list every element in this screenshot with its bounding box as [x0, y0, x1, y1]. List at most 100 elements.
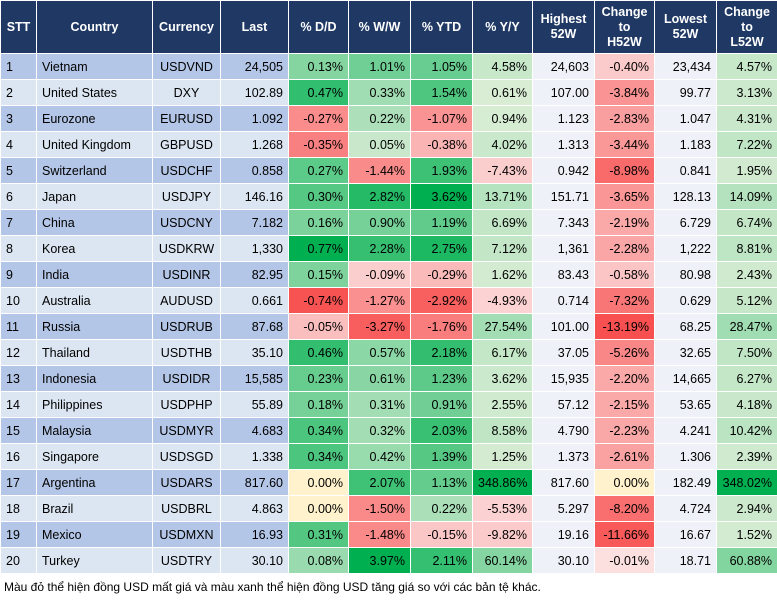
cell: 1.05%	[410, 53, 473, 80]
cell: 0.714	[532, 287, 595, 314]
cell: 2.07%	[348, 469, 411, 496]
cell: 2.28%	[348, 235, 411, 262]
cell: 7.22%	[716, 131, 777, 158]
column-header: Country	[36, 0, 153, 54]
cell: 83.43	[532, 261, 595, 288]
cell: 0.33%	[348, 79, 411, 106]
cell: 2.39%	[716, 443, 777, 470]
header-row: STT Country Currency Last% D/D% W/W% YTD% Y…	[0, 0, 777, 54]
cell: 0.91%	[410, 391, 473, 418]
cell: 6.74%	[716, 209, 777, 236]
cell: USDKRW	[152, 235, 221, 262]
cell: 4.02%	[472, 131, 533, 158]
cell: Philippines	[36, 391, 153, 418]
cell: USDTRY	[152, 547, 221, 574]
cell: 182.49	[654, 469, 717, 496]
cell: 0.61%	[472, 79, 533, 106]
cell: GBPUSD	[152, 131, 221, 158]
cell: 2.43%	[716, 261, 777, 288]
cell: -5.53%	[472, 495, 533, 522]
cell: 2.55%	[472, 391, 533, 418]
cell: 0.42%	[348, 443, 411, 470]
cell: 0.31%	[348, 391, 411, 418]
cell: 151.71	[532, 183, 595, 210]
cell: Mexico	[36, 521, 153, 548]
column-header: Last	[220, 0, 289, 54]
cell: 146.16	[220, 183, 289, 210]
column-header: STT	[0, 0, 37, 54]
row: 4 United Kingdom GBPUSD 1.268 -0.35% 0.05% -0.…	[0, 131, 777, 158]
cell: 5.12%	[716, 287, 777, 314]
cell: 0.858	[220, 157, 289, 184]
cell: Indonesia	[36, 365, 153, 392]
column-header: Highest 52W	[532, 0, 595, 54]
row: 8 Korea USDKRW 1,330 0.77% 2.28% 2.75% 7.12% 1,3…	[0, 235, 777, 262]
cell: 4.790	[532, 417, 595, 444]
cell: 1.313	[532, 131, 595, 158]
column-header: Change to H52W	[594, 0, 655, 54]
cell: 60.88%	[716, 547, 777, 574]
cell: 3.62%	[472, 365, 533, 392]
cell: -0.38%	[410, 131, 473, 158]
cell: USDARS	[152, 469, 221, 496]
cell: 16	[0, 443, 37, 470]
cell: 30.10	[220, 547, 289, 574]
cell: 1.092	[220, 105, 289, 132]
cell: Switzerland	[36, 157, 153, 184]
cell: USDMXN	[152, 521, 221, 548]
cell: 9	[0, 261, 37, 288]
row: 10 Australia AUDUSD 0.661 -0.74% -1.27% -2.92%…	[0, 287, 777, 314]
cell: Russia	[36, 313, 153, 340]
cell: 107.00	[532, 79, 595, 106]
cell: 13	[0, 365, 37, 392]
cell: 0.30%	[288, 183, 349, 210]
cell: -3.84%	[594, 79, 655, 106]
row: 9 India USDINR 82.95 0.15% -0.09% -0.29% 1.62% 8…	[0, 261, 777, 288]
column-header: % D/D	[288, 0, 349, 54]
cell: USDRUB	[152, 313, 221, 340]
cell: 1.54%	[410, 79, 473, 106]
column-header: % YTD	[410, 0, 473, 54]
row: 19 Mexico USDMXN 16.93 0.31% -1.48% -0.15% -9.8…	[0, 521, 777, 548]
cell: 80.98	[654, 261, 717, 288]
cell: 1.52%	[716, 521, 777, 548]
cell: Eurozone	[36, 105, 153, 132]
cell: 12	[0, 339, 37, 366]
cell: 1.93%	[410, 157, 473, 184]
cell: 20	[0, 547, 37, 574]
row: 20 Turkey USDTRY 30.10 0.08% 3.97% 2.11% 60.14%…	[0, 547, 777, 574]
row: 14 Philippines USDPHP 55.89 0.18% 0.31% 0.91% 2…	[0, 391, 777, 418]
cell: 0.942	[532, 157, 595, 184]
cell: USDCNY	[152, 209, 221, 236]
row: 7 China USDCNY 7.182 0.16% 0.90% 1.19% 6.69% 7.3…	[0, 209, 777, 236]
cell: Korea	[36, 235, 153, 262]
cell: 0.15%	[288, 261, 349, 288]
cell: 11	[0, 313, 37, 340]
cell: Argentina	[36, 469, 153, 496]
cell: 0.661	[220, 287, 289, 314]
cell: 60.14%	[472, 547, 533, 574]
cell: 10	[0, 287, 37, 314]
cell: 0.46%	[288, 339, 349, 366]
cell: 128.13	[654, 183, 717, 210]
cell: 15,585	[220, 365, 289, 392]
cell: 28.47%	[716, 313, 777, 340]
cell: -1.07%	[410, 105, 473, 132]
cell: USDPHP	[152, 391, 221, 418]
row: 16 Singapore USDSGD 1.338 0.34% 0.42% 1.39% 1.2…	[0, 443, 777, 470]
cell: -2.19%	[594, 209, 655, 236]
cell: 87.68	[220, 313, 289, 340]
cell: -0.40%	[594, 53, 655, 80]
cell: 0.22%	[348, 105, 411, 132]
cell: 1.338	[220, 443, 289, 470]
cell: 817.60	[532, 469, 595, 496]
cell: Australia	[36, 287, 153, 314]
cell: EURUSD	[152, 105, 221, 132]
cell: 2.94%	[716, 495, 777, 522]
cell: USDINR	[152, 261, 221, 288]
cell: -5.26%	[594, 339, 655, 366]
cell: Japan	[36, 183, 153, 210]
cell: -0.05%	[288, 313, 349, 340]
cell: 19.16	[532, 521, 595, 548]
cell: 0.629	[654, 287, 717, 314]
